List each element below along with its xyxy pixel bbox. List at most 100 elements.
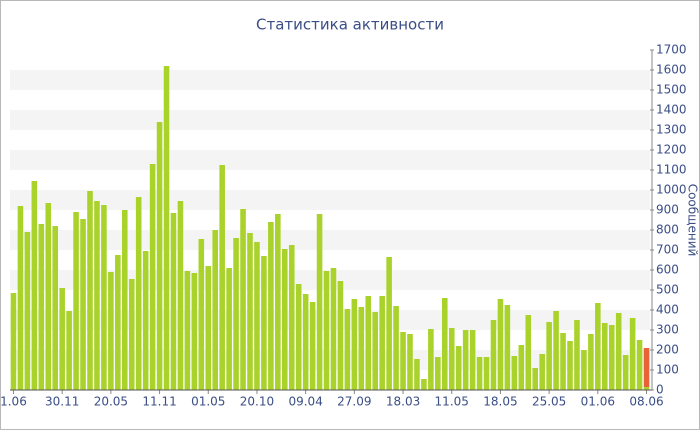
y-tick-label: 1700 bbox=[656, 43, 687, 57]
y-tick-label: 600 bbox=[656, 263, 679, 277]
grid-band bbox=[10, 350, 650, 370]
bar bbox=[581, 350, 587, 390]
bar bbox=[101, 205, 107, 390]
y-tick-label: 200 bbox=[656, 343, 679, 357]
x-tick-label: 18.05 bbox=[483, 395, 517, 409]
bar bbox=[38, 224, 45, 390]
bar bbox=[455, 346, 462, 390]
bar bbox=[588, 334, 594, 390]
bar bbox=[115, 255, 121, 390]
bar bbox=[323, 271, 330, 390]
bar bbox=[135, 197, 142, 390]
bar bbox=[483, 357, 490, 390]
bar bbox=[428, 329, 434, 390]
bar bbox=[567, 341, 573, 390]
bar bbox=[177, 201, 184, 390]
bar bbox=[170, 213, 177, 390]
bar bbox=[532, 368, 538, 390]
bar bbox=[17, 206, 24, 390]
bar bbox=[414, 359, 420, 390]
y-tick-label: 1000 bbox=[656, 183, 687, 197]
grid-band bbox=[10, 230, 650, 250]
bar bbox=[275, 214, 281, 390]
bar bbox=[31, 181, 38, 390]
bar bbox=[622, 355, 629, 390]
bar bbox=[602, 323, 608, 390]
y-axis-label: Сообщений bbox=[686, 184, 700, 257]
bar bbox=[128, 279, 135, 390]
bar bbox=[448, 328, 455, 390]
bar bbox=[302, 294, 309, 390]
bar bbox=[407, 334, 413, 390]
bar bbox=[553, 311, 559, 390]
bar bbox=[24, 232, 31, 390]
bar bbox=[608, 325, 615, 390]
bar bbox=[198, 239, 205, 390]
bar bbox=[59, 288, 65, 390]
y-tick-label: 1200 bbox=[656, 143, 687, 157]
bar bbox=[595, 303, 601, 390]
bar bbox=[511, 356, 518, 390]
bar bbox=[163, 66, 170, 390]
bar bbox=[337, 281, 344, 390]
bar bbox=[518, 345, 525, 390]
bar bbox=[205, 266, 212, 390]
bar bbox=[330, 268, 337, 390]
bar bbox=[240, 209, 246, 390]
y-tick-label: 700 bbox=[656, 243, 679, 257]
bar bbox=[288, 245, 295, 390]
grid-band bbox=[10, 70, 650, 90]
bar bbox=[66, 311, 72, 390]
y-tick-label: 400 bbox=[656, 303, 679, 317]
bar bbox=[108, 272, 114, 390]
bar bbox=[254, 242, 260, 390]
bar bbox=[490, 320, 497, 390]
x-tick-label: 11.05 bbox=[435, 395, 469, 409]
bar bbox=[247, 233, 253, 390]
bar bbox=[87, 191, 93, 390]
x-tick-label: 09.04 bbox=[288, 395, 322, 409]
y-tick-label: 1400 bbox=[656, 103, 687, 117]
bar bbox=[191, 273, 198, 390]
bar bbox=[344, 309, 351, 390]
bar bbox=[268, 222, 274, 390]
bar bbox=[400, 332, 406, 390]
bar bbox=[282, 249, 288, 390]
bar bbox=[219, 165, 225, 390]
y-tick-label: 500 bbox=[656, 283, 679, 297]
bar bbox=[386, 257, 392, 390]
bar bbox=[539, 354, 545, 390]
bar bbox=[122, 210, 128, 390]
y-tick-label: 0 bbox=[656, 383, 664, 397]
bar bbox=[421, 379, 427, 390]
x-tick-label: 18.03 bbox=[386, 395, 420, 409]
bar bbox=[379, 296, 385, 390]
bar bbox=[504, 305, 511, 390]
y-tick-label: 300 bbox=[656, 323, 679, 337]
bar bbox=[546, 322, 552, 390]
bar bbox=[212, 230, 218, 390]
chart-title: Статистика активности bbox=[256, 16, 444, 34]
bar bbox=[615, 313, 622, 390]
bar bbox=[73, 212, 79, 390]
grid-band bbox=[10, 270, 650, 290]
bar bbox=[45, 203, 52, 390]
grid-band bbox=[10, 110, 650, 130]
bar bbox=[560, 333, 566, 390]
x-tick-label: 27.09 bbox=[337, 395, 371, 409]
bar bbox=[365, 296, 372, 390]
bar bbox=[309, 302, 316, 390]
bar bbox=[94, 201, 100, 390]
x-tick-label: 30.11 bbox=[45, 395, 79, 409]
bar bbox=[233, 238, 239, 390]
bar bbox=[629, 318, 636, 390]
bar bbox=[351, 299, 358, 390]
y-tick-label: 1500 bbox=[656, 83, 687, 97]
bar bbox=[316, 214, 323, 390]
bar bbox=[442, 298, 448, 390]
bar bbox=[435, 357, 441, 390]
x-tick-label: 01.05 bbox=[191, 395, 225, 409]
grid-band bbox=[10, 190, 650, 210]
bar bbox=[372, 312, 378, 390]
